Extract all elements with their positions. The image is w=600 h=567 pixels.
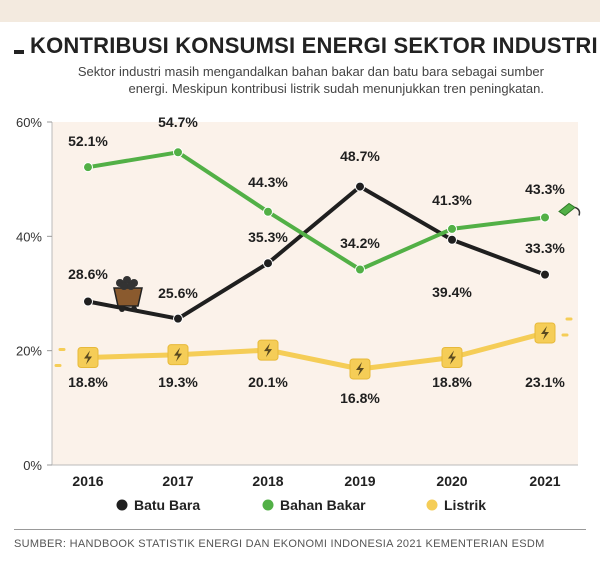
lightning-bolt-glyph (448, 350, 456, 365)
data-point (83, 296, 93, 307)
data-label: 25.6% (158, 285, 198, 301)
legend-label: Batu Bara (134, 497, 200, 513)
data-point (173, 313, 183, 324)
legend-swatch (116, 499, 128, 511)
data-point (263, 206, 273, 217)
data-point (83, 162, 93, 173)
legend-swatch (426, 499, 438, 511)
lightning-bolt-glyph (541, 325, 549, 340)
fuel-hose (574, 206, 581, 216)
legend-swatch (262, 499, 274, 511)
coal-cart-icon (113, 287, 143, 307)
series-line-batu-bara (86, 184, 547, 321)
data-point (540, 269, 550, 280)
data-label: 28.6% (68, 266, 108, 282)
lightning-bolt-glyph (174, 347, 182, 362)
data-point (447, 223, 457, 234)
data-label: 20.1% (248, 374, 288, 390)
x-tick-label: 2019 (344, 473, 375, 489)
chart-subtitle: Sektor industri masih mengandalkan bahan… (77, 64, 544, 96)
title-accent-bar (14, 50, 24, 54)
legend-label: Bahan Bakar (280, 497, 366, 513)
lightning-bolt-glyph (264, 343, 272, 358)
data-point (447, 234, 457, 245)
y-tick-label: 40% (16, 229, 42, 244)
data-point (540, 212, 550, 223)
data-point (263, 258, 273, 269)
cart-wheel (119, 306, 125, 312)
data-label: 18.8% (68, 374, 108, 390)
data-label: 39.4% (432, 284, 472, 300)
legend-label: Listrik (444, 497, 486, 513)
coal-lump (120, 282, 128, 290)
x-tick-label: 2016 (72, 473, 103, 489)
fuel-nozzle-icon (558, 202, 576, 217)
data-point (355, 181, 365, 192)
data-label: 33.3% (525, 240, 565, 256)
data-label: 18.8% (432, 374, 472, 390)
data-label: 35.3% (248, 229, 288, 245)
data-label: 19.3% (158, 374, 198, 390)
data-label: 16.8% (340, 390, 380, 406)
data-label: 43.3% (525, 181, 565, 197)
x-tick-label: 2020 (436, 473, 467, 489)
x-tick-label: 2018 (252, 473, 283, 489)
source-divider (14, 529, 586, 530)
chart-title: KONTRIBUSI KONSUMSI ENERGI SEKTOR INDUST… (30, 33, 598, 58)
y-tick-label: 0% (23, 458, 42, 473)
top-banner (0, 0, 600, 22)
data-label: 52.1% (68, 133, 108, 149)
y-tick-label: 60% (16, 115, 42, 130)
x-tick-label: 2017 (162, 473, 193, 489)
lightning-bolt-glyph (356, 361, 364, 376)
spark-decoration (54, 348, 66, 368)
x-tick-label: 2021 (529, 473, 560, 489)
data-label: 54.7% (158, 114, 198, 130)
data-label: 23.1% (525, 374, 565, 390)
series-line-listrik (85, 330, 548, 372)
source-note: SUMBER: HANDBOOK STATISTIK ENERGI DAN EK… (14, 538, 545, 550)
y-tick-label: 20% (16, 344, 42, 359)
series-line-bahan-bakar (86, 150, 547, 272)
spark-decoration (561, 317, 573, 337)
data-label: 48.7% (340, 148, 380, 164)
lightning-bolt-glyph (84, 350, 92, 365)
data-label: 41.3% (432, 192, 472, 208)
line-chart: 0% 20% 40% 60% 2016 2017 2018 2019 2020 2021 28.6%… (16, 114, 581, 513)
data-label: 44.3% (248, 174, 288, 190)
data-point (173, 147, 183, 158)
coal-lump (127, 282, 135, 290)
cart-wheel (131, 306, 137, 312)
data-point (355, 264, 365, 275)
data-label: 34.2% (340, 235, 380, 251)
coal-lump (123, 276, 131, 284)
